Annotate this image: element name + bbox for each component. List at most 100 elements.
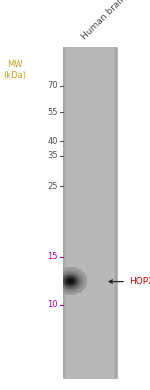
Bar — [72, 277, 73, 278]
Bar — [83, 288, 84, 289]
Bar — [80, 270, 81, 271]
Bar — [67, 285, 68, 286]
Bar — [75, 268, 76, 269]
Bar — [75, 281, 76, 282]
Bar — [67, 290, 68, 291]
Bar — [75, 287, 76, 288]
Bar — [85, 278, 86, 279]
Bar — [81, 277, 82, 278]
Bar — [79, 274, 80, 275]
Bar — [86, 285, 87, 286]
Bar — [84, 276, 85, 277]
Bar — [79, 287, 80, 288]
Bar — [68, 279, 69, 280]
Bar — [77, 282, 78, 283]
Bar — [86, 284, 87, 285]
Bar — [78, 289, 79, 290]
Bar — [69, 279, 70, 280]
Bar — [78, 279, 79, 280]
Bar — [74, 284, 75, 285]
Bar — [86, 284, 87, 285]
Bar — [71, 277, 72, 278]
Bar — [77, 283, 78, 284]
Bar — [79, 279, 80, 280]
Bar — [79, 285, 80, 286]
Bar — [70, 283, 71, 284]
Bar — [67, 277, 68, 278]
Bar — [84, 273, 85, 275]
Bar — [76, 286, 77, 287]
Bar — [77, 285, 78, 286]
Bar — [86, 283, 87, 284]
Bar — [76, 291, 77, 292]
Bar — [69, 281, 70, 282]
Bar — [67, 289, 68, 290]
Bar — [67, 267, 68, 268]
Bar — [69, 284, 70, 285]
Bar — [67, 277, 68, 278]
Bar — [71, 288, 72, 289]
Bar — [67, 294, 68, 295]
Bar — [79, 269, 80, 271]
Bar — [66, 274, 67, 275]
Bar — [67, 291, 68, 292]
Bar — [71, 270, 72, 271]
Bar — [67, 279, 68, 280]
Bar — [80, 286, 81, 287]
Bar — [70, 273, 71, 274]
Bar — [69, 279, 70, 280]
Bar — [65, 273, 66, 274]
Bar — [70, 275, 71, 276]
Bar — [64, 270, 65, 271]
Bar — [76, 278, 77, 279]
Bar — [68, 282, 69, 283]
Bar — [80, 290, 81, 291]
Bar — [63, 287, 64, 288]
Bar — [65, 269, 66, 271]
Bar — [78, 273, 79, 274]
Bar — [63, 274, 64, 275]
Bar — [71, 269, 72, 271]
Bar — [71, 294, 72, 295]
Bar — [76, 271, 77, 272]
Bar — [73, 291, 74, 292]
Bar — [71, 282, 72, 283]
Bar — [63, 268, 64, 269]
Bar — [84, 273, 85, 274]
Bar — [65, 288, 66, 289]
Bar — [63, 280, 64, 281]
Bar — [75, 276, 76, 277]
Bar — [76, 282, 77, 283]
Bar — [80, 291, 81, 292]
Bar — [75, 271, 76, 272]
Text: 35: 35 — [47, 151, 58, 161]
Bar — [79, 277, 80, 278]
Bar — [76, 286, 77, 287]
Bar — [77, 281, 78, 282]
Bar — [66, 287, 67, 288]
Bar — [71, 274, 72, 275]
Bar — [79, 280, 80, 281]
Bar — [79, 275, 80, 276]
Bar — [76, 278, 77, 279]
Bar — [77, 270, 78, 271]
Bar — [66, 287, 67, 288]
Bar — [72, 276, 73, 277]
Bar — [75, 267, 76, 268]
Bar — [65, 268, 66, 269]
Bar — [71, 278, 72, 279]
Bar — [77, 278, 78, 279]
Bar — [78, 279, 79, 280]
Bar — [80, 287, 81, 289]
Bar — [73, 282, 74, 283]
Bar — [69, 269, 70, 271]
Bar — [67, 275, 68, 276]
Bar — [78, 280, 79, 282]
Bar — [74, 280, 75, 282]
Bar — [65, 282, 66, 283]
Bar — [78, 291, 79, 292]
Bar — [63, 281, 64, 282]
Bar — [66, 274, 67, 275]
Bar — [69, 292, 70, 293]
Bar — [74, 277, 75, 278]
